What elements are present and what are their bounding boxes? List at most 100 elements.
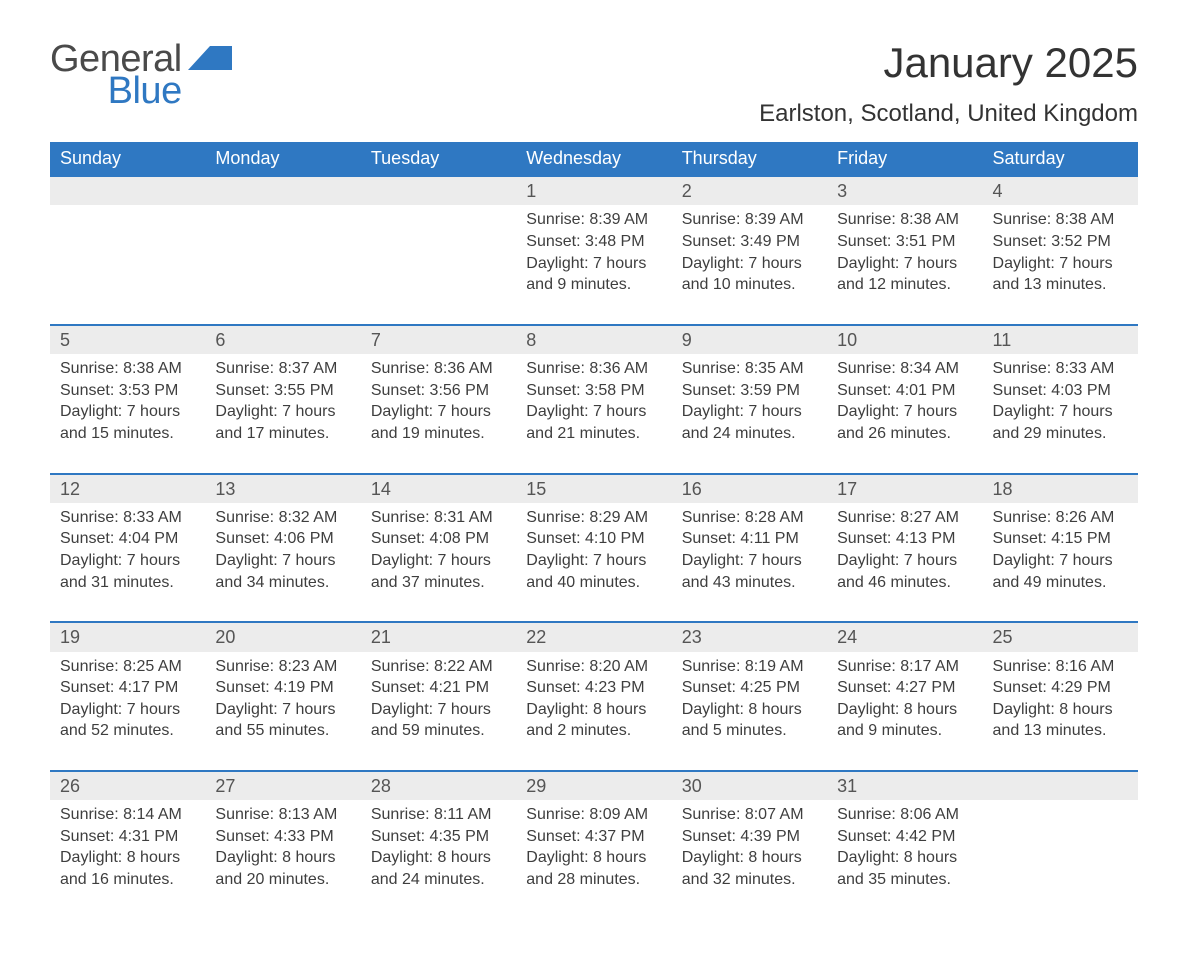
- day-cell: Sunrise: 8:20 AMSunset: 4:23 PMDaylight:…: [516, 652, 671, 771]
- daylight-line: Daylight: 7 hours and 13 minutes.: [993, 253, 1128, 296]
- daylight-line: Daylight: 7 hours and 31 minutes.: [60, 550, 195, 593]
- day-number: 9: [672, 325, 827, 354]
- sunset-line: Sunset: 3:59 PM: [682, 380, 817, 402]
- month-title: January 2025: [759, 40, 1138, 86]
- sunrise-line: Sunrise: 8:36 AM: [371, 358, 506, 380]
- sunrise-line: Sunrise: 8:38 AM: [837, 209, 972, 231]
- daylight-line: Daylight: 7 hours and 15 minutes.: [60, 401, 195, 444]
- weekday-header: Wednesday: [516, 142, 671, 176]
- title-block: January 2025 Earlston, Scotland, United …: [759, 40, 1138, 128]
- day-cell: Sunrise: 8:07 AMSunset: 4:39 PMDaylight:…: [672, 800, 827, 918]
- sunrise-line: Sunrise: 8:39 AM: [526, 209, 661, 231]
- sunrise-line: Sunrise: 8:38 AM: [60, 358, 195, 380]
- sunrise-line: Sunrise: 8:34 AM: [837, 358, 972, 380]
- day-number: 8: [516, 325, 671, 354]
- daylight-line: Daylight: 7 hours and 12 minutes.: [837, 253, 972, 296]
- weekday-header: Friday: [827, 142, 982, 176]
- daylight-line: Daylight: 8 hours and 32 minutes.: [682, 847, 817, 890]
- day-cell: Sunrise: 8:16 AMSunset: 4:29 PMDaylight:…: [983, 652, 1138, 771]
- sunset-line: Sunset: 4:04 PM: [60, 528, 195, 550]
- sunrise-line: Sunrise: 8:39 AM: [682, 209, 817, 231]
- daylight-line: Daylight: 7 hours and 37 minutes.: [371, 550, 506, 593]
- sunset-line: Sunset: 4:23 PM: [526, 677, 661, 699]
- sunrise-line: Sunrise: 8:07 AM: [682, 804, 817, 826]
- day-cell: Sunrise: 8:19 AMSunset: 4:25 PMDaylight:…: [672, 652, 827, 771]
- day-body-row: Sunrise: 8:39 AMSunset: 3:48 PMDaylight:…: [50, 205, 1138, 324]
- location-subtitle: Earlston, Scotland, United Kingdom: [759, 100, 1138, 128]
- day-number: 13: [205, 474, 360, 503]
- day-body-row: Sunrise: 8:38 AMSunset: 3:53 PMDaylight:…: [50, 354, 1138, 473]
- sunrise-line: Sunrise: 8:11 AM: [371, 804, 506, 826]
- day-cell: Sunrise: 8:35 AMSunset: 3:59 PMDaylight:…: [672, 354, 827, 473]
- daylight-line: Daylight: 7 hours and 43 minutes.: [682, 550, 817, 593]
- day-cell: Sunrise: 8:33 AMSunset: 4:04 PMDaylight:…: [50, 503, 205, 622]
- day-cell: Sunrise: 8:38 AMSunset: 3:53 PMDaylight:…: [50, 354, 205, 473]
- daylight-line: Daylight: 7 hours and 59 minutes.: [371, 699, 506, 742]
- daylight-line: Daylight: 7 hours and 24 minutes.: [682, 401, 817, 444]
- daylight-line: Daylight: 7 hours and 29 minutes.: [993, 401, 1128, 444]
- brand-flag-icon: [188, 46, 234, 76]
- day-number: 28: [361, 771, 516, 800]
- sunset-line: Sunset: 4:31 PM: [60, 826, 195, 848]
- day-cell: Sunrise: 8:11 AMSunset: 4:35 PMDaylight:…: [361, 800, 516, 918]
- sunrise-line: Sunrise: 8:35 AM: [682, 358, 817, 380]
- day-number: 31: [827, 771, 982, 800]
- daylight-line: Daylight: 7 hours and 52 minutes.: [60, 699, 195, 742]
- sunset-line: Sunset: 4:06 PM: [215, 528, 350, 550]
- weekday-header: Monday: [205, 142, 360, 176]
- day-cell: Sunrise: 8:28 AMSunset: 4:11 PMDaylight:…: [672, 503, 827, 622]
- day-body-row: Sunrise: 8:25 AMSunset: 4:17 PMDaylight:…: [50, 652, 1138, 771]
- day-cell-empty: [50, 205, 205, 324]
- daylight-line: Daylight: 7 hours and 10 minutes.: [682, 253, 817, 296]
- day-cell: Sunrise: 8:23 AMSunset: 4:19 PMDaylight:…: [205, 652, 360, 771]
- day-number: 5: [50, 325, 205, 354]
- day-number: 7: [361, 325, 516, 354]
- day-number: 18: [983, 474, 1138, 503]
- brand-logo-text: General Blue: [50, 40, 182, 110]
- day-number: 17: [827, 474, 982, 503]
- daylight-line: Daylight: 7 hours and 55 minutes.: [215, 699, 350, 742]
- sunset-line: Sunset: 4:08 PM: [371, 528, 506, 550]
- sunset-line: Sunset: 4:29 PM: [993, 677, 1128, 699]
- sunset-line: Sunset: 3:53 PM: [60, 380, 195, 402]
- day-number: 27: [205, 771, 360, 800]
- day-number: 3: [827, 176, 982, 205]
- sunset-line: Sunset: 4:37 PM: [526, 826, 661, 848]
- calendar-table: SundayMondayTuesdayWednesdayThursdayFrid…: [50, 142, 1138, 918]
- day-number: 21: [361, 622, 516, 651]
- day-cell: Sunrise: 8:22 AMSunset: 4:21 PMDaylight:…: [361, 652, 516, 771]
- day-number-empty: [983, 771, 1138, 800]
- day-number: 2: [672, 176, 827, 205]
- daylight-line: Daylight: 7 hours and 34 minutes.: [215, 550, 350, 593]
- sunset-line: Sunset: 4:19 PM: [215, 677, 350, 699]
- sunset-line: Sunset: 3:51 PM: [837, 231, 972, 253]
- day-cell: Sunrise: 8:17 AMSunset: 4:27 PMDaylight:…: [827, 652, 982, 771]
- weekday-header: Tuesday: [361, 142, 516, 176]
- day-number: 15: [516, 474, 671, 503]
- daylight-line: Daylight: 8 hours and 20 minutes.: [215, 847, 350, 890]
- sunrise-line: Sunrise: 8:28 AM: [682, 507, 817, 529]
- day-number: 25: [983, 622, 1138, 651]
- sunset-line: Sunset: 4:25 PM: [682, 677, 817, 699]
- day-number-empty: [205, 176, 360, 205]
- day-cell: Sunrise: 8:38 AMSunset: 3:52 PMDaylight:…: [983, 205, 1138, 324]
- sunrise-line: Sunrise: 8:38 AM: [993, 209, 1128, 231]
- sunrise-line: Sunrise: 8:37 AM: [215, 358, 350, 380]
- sunset-line: Sunset: 3:48 PM: [526, 231, 661, 253]
- daylight-line: Daylight: 7 hours and 40 minutes.: [526, 550, 661, 593]
- sunrise-line: Sunrise: 8:26 AM: [993, 507, 1128, 529]
- sunset-line: Sunset: 4:27 PM: [837, 677, 972, 699]
- sunset-line: Sunset: 4:17 PM: [60, 677, 195, 699]
- sunrise-line: Sunrise: 8:13 AM: [215, 804, 350, 826]
- daylight-line: Daylight: 7 hours and 26 minutes.: [837, 401, 972, 444]
- day-number-empty: [50, 176, 205, 205]
- sunrise-line: Sunrise: 8:31 AM: [371, 507, 506, 529]
- day-body-row: Sunrise: 8:33 AMSunset: 4:04 PMDaylight:…: [50, 503, 1138, 622]
- day-cell: Sunrise: 8:39 AMSunset: 3:48 PMDaylight:…: [516, 205, 671, 324]
- day-number: 6: [205, 325, 360, 354]
- day-cell: Sunrise: 8:29 AMSunset: 4:10 PMDaylight:…: [516, 503, 671, 622]
- day-cell: Sunrise: 8:25 AMSunset: 4:17 PMDaylight:…: [50, 652, 205, 771]
- sunset-line: Sunset: 4:39 PM: [682, 826, 817, 848]
- sunrise-line: Sunrise: 8:36 AM: [526, 358, 661, 380]
- day-cell: Sunrise: 8:33 AMSunset: 4:03 PMDaylight:…: [983, 354, 1138, 473]
